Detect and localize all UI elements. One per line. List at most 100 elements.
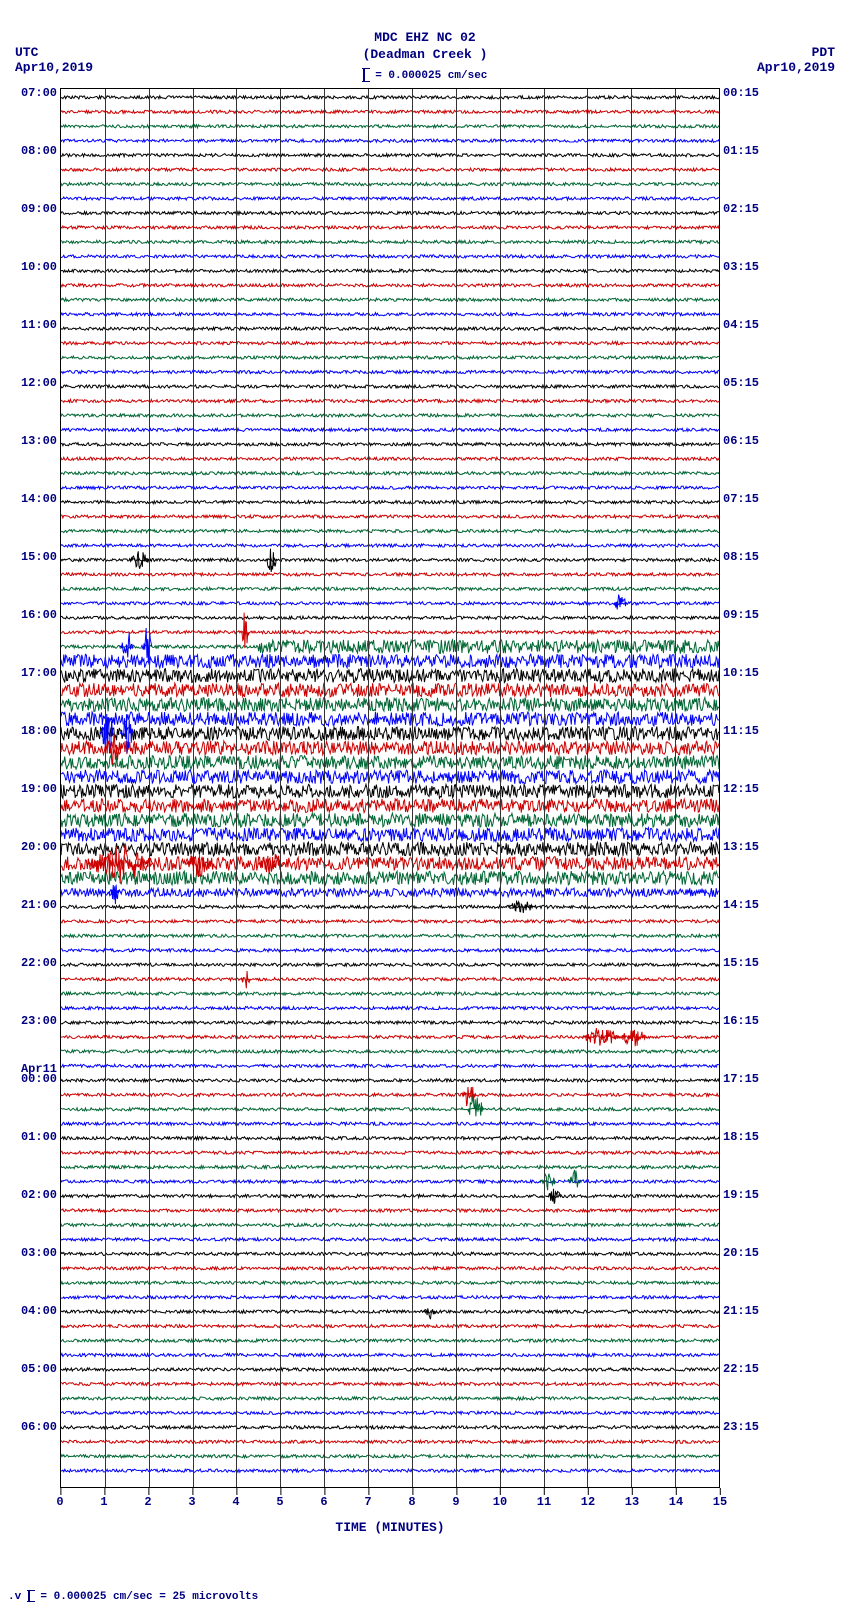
footer-scale: .v = 0.000025 cm/sec = 25 microvolts — [8, 1590, 258, 1603]
utc-time-label: 07:00 — [21, 86, 61, 100]
local-time-label: 02:15 — [719, 202, 759, 216]
seismic-trace — [61, 255, 719, 258]
footer-prefix: .v — [8, 1591, 28, 1603]
seismic-trace — [61, 1079, 719, 1082]
seismic-event-spike — [120, 633, 133, 658]
utc-time-label: 10:00 — [21, 260, 61, 274]
seismic-trace — [61, 154, 719, 157]
x-tick-label: 14 — [669, 1495, 683, 1509]
seismic-event-spike — [106, 734, 122, 764]
seismic-event-spike — [423, 1308, 436, 1319]
grid-line — [368, 89, 369, 1487]
seismic-trace — [61, 631, 719, 634]
seismic-trace — [61, 96, 719, 99]
local-time-label: 23:15 — [719, 1420, 759, 1434]
x-tick-label: 12 — [581, 1495, 595, 1509]
seismic-trace — [61, 1108, 719, 1111]
seismic-trace — [61, 842, 719, 856]
seismic-trace — [61, 428, 719, 431]
local-time-label: 09:15 — [719, 608, 759, 622]
seismic-trace — [61, 125, 719, 128]
x-tick-label: 1 — [100, 1495, 107, 1509]
seismic-trace — [61, 1455, 719, 1458]
utc-time-label: 02:00 — [21, 1188, 61, 1202]
seismic-trace — [61, 529, 719, 532]
utc-time-label: 11:00 — [21, 318, 61, 332]
seismic-trace — [61, 168, 719, 171]
seismic-trace — [61, 211, 719, 214]
station-line-1: MDC EHZ NC 02 — [0, 30, 850, 47]
x-axis-label: TIME (MINUTES) — [60, 1520, 720, 1535]
grid-line — [280, 89, 281, 1487]
seismic-trace — [61, 654, 719, 668]
x-tick-label: 11 — [537, 1495, 551, 1509]
utc-time-label: 09:00 — [21, 202, 61, 216]
grid-line — [236, 89, 237, 1487]
footer-text: = 0.000025 cm/sec = 25 microvolts — [40, 1591, 258, 1603]
timezone-left: UTC Apr10,2019 — [15, 45, 93, 75]
utc-time-label: 18:00 — [21, 724, 61, 738]
local-time-label: 12:15 — [719, 782, 759, 796]
x-tick-label: 0 — [56, 1495, 63, 1509]
seismic-trace — [61, 978, 719, 981]
local-time-label: 13:15 — [719, 840, 759, 854]
local-time-label: 07:15 — [719, 492, 759, 506]
local-time-label: 21:15 — [719, 1304, 759, 1318]
local-time-label: 03:15 — [719, 260, 759, 274]
seismic-trace — [61, 414, 719, 417]
grid-line — [456, 89, 457, 1487]
seismic-trace — [61, 1050, 719, 1053]
seismic-trace — [61, 1122, 719, 1125]
seismic-event-spike — [568, 1170, 581, 1188]
seismic-trace — [61, 1339, 719, 1342]
local-time-label: 01:15 — [719, 144, 759, 158]
seismic-trace — [61, 1007, 719, 1010]
seismic-trace — [61, 1209, 719, 1212]
local-time-label: 14:15 — [719, 898, 759, 912]
seismic-trace — [61, 1296, 719, 1299]
x-tick-label: 10 — [493, 1495, 507, 1509]
seismic-trace — [61, 669, 719, 683]
seismic-event-spike — [468, 1095, 484, 1116]
seismic-trace — [61, 110, 719, 113]
seismic-trace — [61, 1426, 719, 1429]
helicorder-plot: 07:0008:0009:0010:0011:0012:0013:0014:00… — [60, 88, 720, 1488]
seismic-trace — [61, 1194, 719, 1197]
local-time-label: 15:15 — [719, 956, 759, 970]
seismic-trace — [61, 1093, 719, 1096]
utc-day-label: Apr11 — [21, 1063, 61, 1077]
seismic-trace — [61, 1064, 719, 1067]
seismic-trace — [61, 399, 719, 402]
local-time-label: 17:15 — [719, 1072, 759, 1086]
x-tick-label: 15 — [713, 1495, 727, 1509]
seismic-trace — [61, 799, 719, 813]
seismic-trace — [61, 197, 719, 200]
grid-line — [412, 89, 413, 1487]
seismic-trace — [61, 1325, 719, 1328]
utc-time-label: 21:00 — [21, 898, 61, 912]
seismic-trace — [61, 457, 719, 460]
seismic-trace — [61, 370, 719, 373]
local-time-label: 05:15 — [719, 376, 759, 390]
local-time-label: 22:15 — [719, 1362, 759, 1376]
utc-time-label: 22:00 — [21, 956, 61, 970]
seismic-trace — [61, 784, 719, 798]
seismic-trace — [61, 544, 719, 547]
seismic-trace — [61, 640, 719, 654]
utc-time-label: 15:00 — [21, 550, 61, 564]
seismic-event-spike — [108, 885, 119, 904]
local-time-label: 19:15 — [719, 1188, 759, 1202]
utc-time-label: 14:00 — [21, 492, 61, 506]
seismic-trace — [61, 770, 719, 784]
grid-line — [675, 89, 676, 1487]
seismic-event-spike — [614, 595, 627, 610]
seismic-trace — [61, 501, 719, 504]
scale-indicator: = 0.000025 cm/sec — [0, 68, 850, 83]
seismic-trace — [61, 1411, 719, 1414]
utc-time-label: 23:00 — [21, 1014, 61, 1028]
seismic-trace — [61, 486, 719, 489]
seismic-trace — [61, 1267, 719, 1270]
utc-time-label: 12:00 — [21, 376, 61, 390]
grid-line — [149, 89, 150, 1487]
seismic-trace — [61, 813, 719, 827]
